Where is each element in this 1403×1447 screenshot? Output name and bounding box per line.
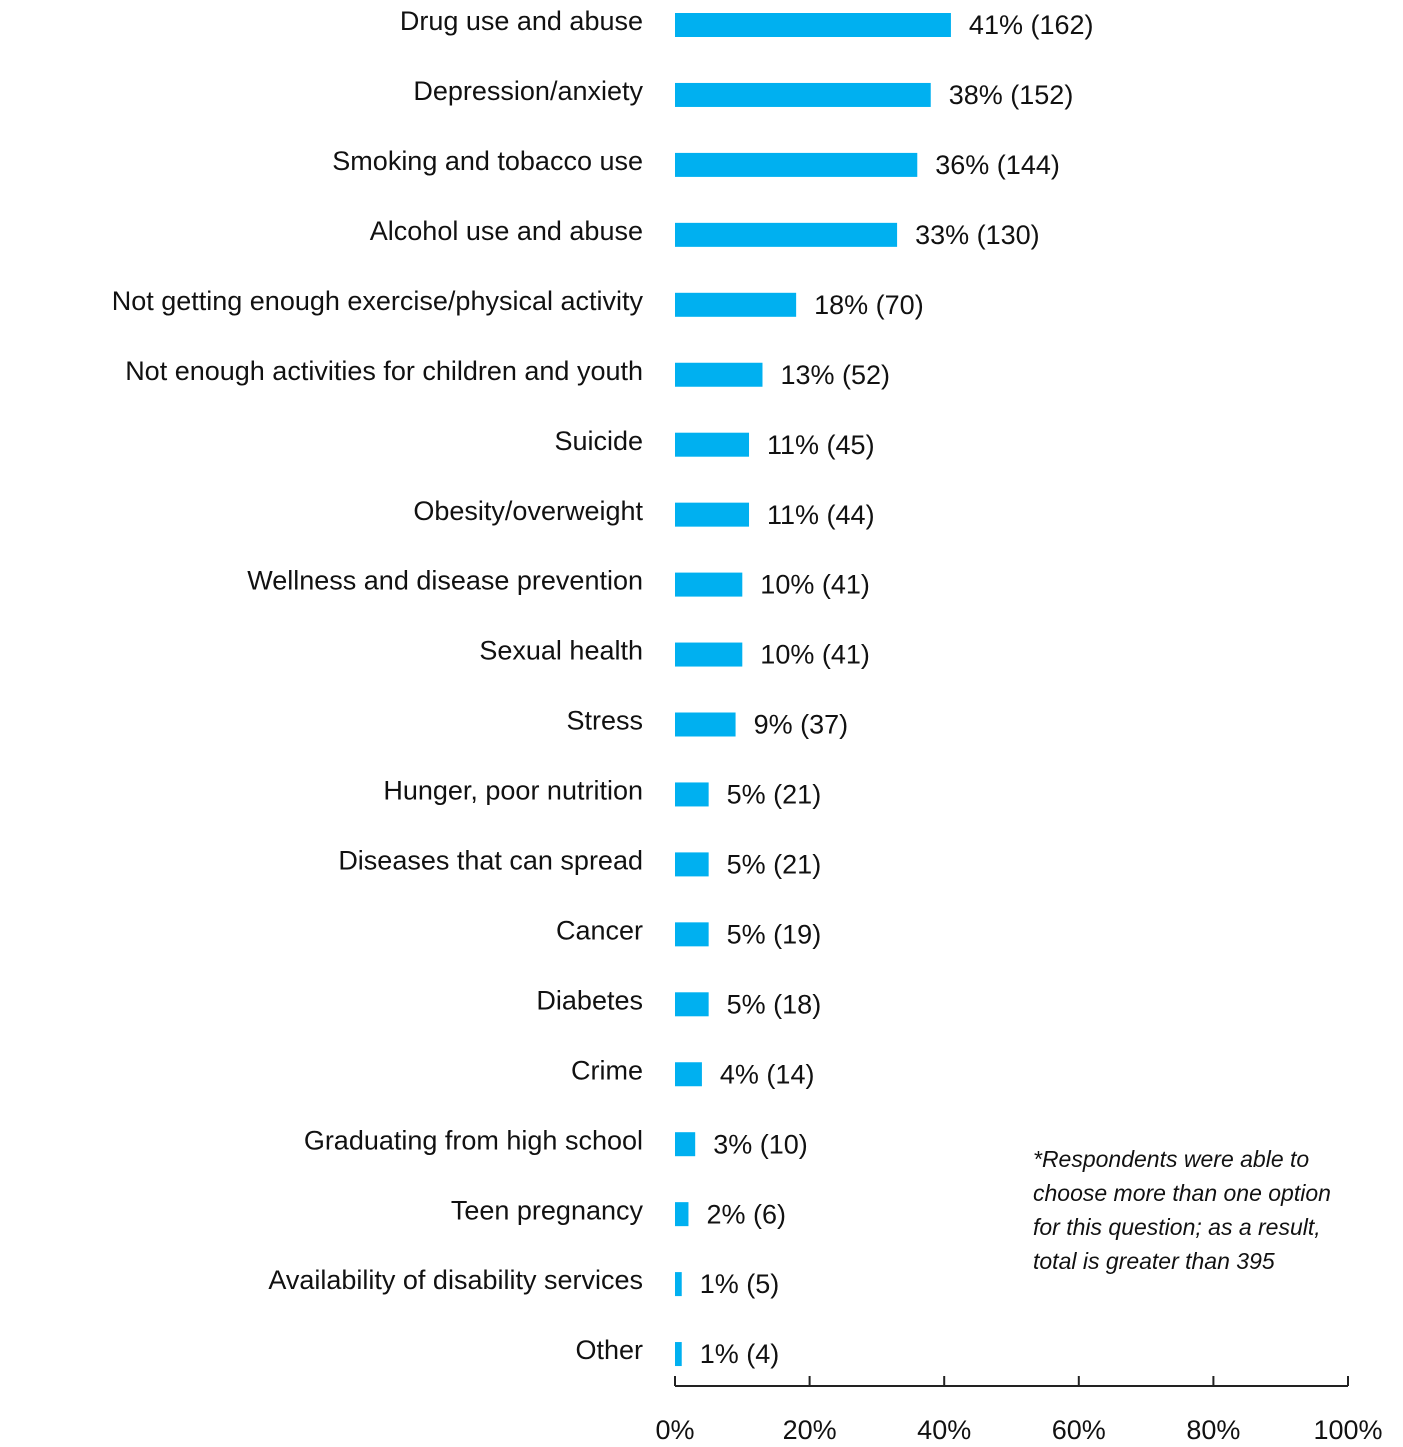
category-label: Obesity/overweight (413, 496, 643, 526)
value-label: 4% (14) (720, 1059, 815, 1089)
value-label: 1% (5) (700, 1269, 780, 1299)
x-tick-label: 100% (1313, 1415, 1382, 1445)
category-label: Alcohol use and abuse (370, 216, 643, 246)
annotation: *Respondents were able to (1033, 1146, 1309, 1172)
category-label: Wellness and disease prevention (247, 566, 643, 596)
value-label: 13% (52) (780, 360, 890, 390)
category-label: Hunger, poor nutrition (383, 776, 643, 806)
value-label: 5% (19) (727, 919, 822, 949)
bar (675, 922, 709, 947)
bar (675, 642, 743, 667)
value-label: 3% (10) (713, 1129, 808, 1159)
value-label: 18% (70) (814, 290, 924, 320)
x-tick-label: 80% (1186, 1415, 1240, 1445)
category-label: Crime (571, 1055, 643, 1085)
bar (675, 1062, 702, 1087)
category-label: Graduating from high school (304, 1125, 643, 1155)
value-label: 36% (144) (935, 150, 1060, 180)
bar (675, 152, 918, 177)
x-tick-label: 40% (917, 1415, 971, 1445)
category-label: Stress (566, 706, 643, 736)
annotation: for this question; as a result, (1033, 1214, 1321, 1240)
bar (675, 292, 797, 317)
category-label: Sexual health (479, 636, 643, 666)
bar (675, 1132, 696, 1157)
category-label: Drug use and abuse (400, 6, 643, 36)
category-label: Smoking and tobacco use (332, 146, 643, 176)
value-label: 2% (6) (706, 1199, 786, 1229)
bar (675, 1342, 682, 1367)
category-label: Not getting enough exercise/physical act… (112, 286, 644, 316)
value-label: 11% (44) (767, 500, 875, 530)
bar (675, 82, 931, 107)
value-label: 10% (41) (760, 640, 870, 670)
value-label: 5% (21) (727, 780, 822, 810)
bar (675, 222, 898, 247)
x-tick-label: 60% (1052, 1415, 1106, 1445)
category-label: Teen pregnancy (451, 1195, 644, 1225)
bar (675, 852, 709, 877)
value-label: 41% (162) (969, 10, 1094, 40)
bar (675, 572, 743, 597)
value-label: 33% (130) (915, 220, 1040, 250)
category-label: Other (575, 1335, 643, 1365)
category-label: Diseases that can spread (338, 846, 643, 876)
value-label: 5% (21) (727, 850, 822, 880)
bar (675, 1202, 689, 1227)
category-label: Diabetes (536, 985, 643, 1015)
category-label: Cancer (556, 915, 643, 945)
bar (675, 502, 750, 527)
annotation: choose more than one option (1033, 1180, 1331, 1206)
value-label: 5% (18) (727, 989, 822, 1019)
bar (675, 1272, 682, 1297)
x-tick-label: 0% (655, 1415, 694, 1445)
bar (675, 992, 709, 1017)
category-label: Availability of disability services (268, 1265, 643, 1295)
bar (675, 362, 763, 387)
bar (675, 432, 750, 457)
value-label: 10% (41) (760, 570, 870, 600)
x-tick-label: 20% (783, 1415, 837, 1445)
bar (675, 13, 951, 37)
bar (675, 782, 709, 807)
value-label: 38% (152) (949, 80, 1074, 110)
annotation: total is greater than 395 (1033, 1248, 1275, 1274)
category-label: Suicide (554, 426, 643, 456)
category-label: Depression/anxiety (413, 76, 643, 106)
bar (675, 712, 736, 737)
category-label: Not enough activities for children and y… (125, 356, 643, 386)
value-label: 9% (37) (754, 710, 849, 740)
value-label: 11% (45) (767, 430, 875, 460)
value-label: 1% (4) (700, 1339, 780, 1369)
